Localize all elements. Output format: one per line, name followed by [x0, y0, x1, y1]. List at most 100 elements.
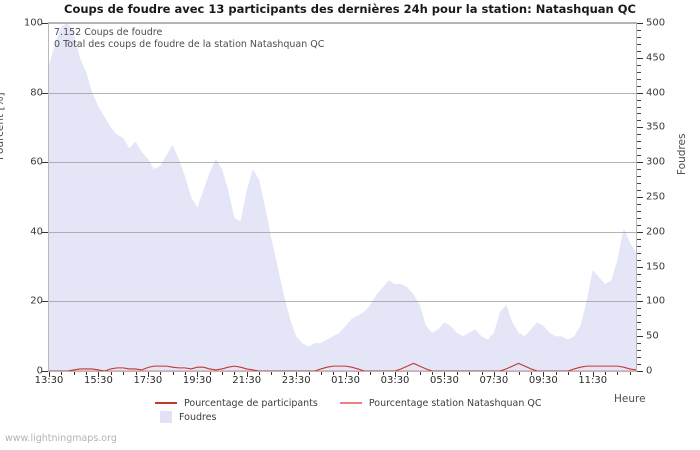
y-right-tick-mark-0: [637, 371, 643, 372]
x-tick-19:30: 19:30: [182, 375, 212, 386]
x-minor-tick: [605, 372, 607, 375]
x-tick-01:30: 01:30: [331, 375, 360, 386]
y-right-tick-400: 400: [646, 87, 666, 99]
y-right-tick-mark-300: [637, 162, 643, 164]
y-right-tick-450: 450: [646, 52, 666, 64]
gridline-40: [49, 231, 636, 233]
y-right-minor-tick: [637, 238, 641, 240]
y-left-tick-80: 80: [30, 87, 43, 99]
y-left-tick-100: 100: [23, 17, 43, 29]
area-series-foudres: [49, 23, 636, 371]
line-series-participants: [49, 362, 636, 371]
x-tick-11:30: 11:30: [578, 375, 608, 386]
x-minor-tick: [518, 372, 520, 375]
gridline-20: [49, 301, 636, 303]
y-right-minor-tick: [637, 71, 641, 73]
y-axis-left-label: Pourcent [%]: [0, 92, 6, 160]
y-right-minor-tick: [637, 148, 641, 150]
x-minor-tick: [271, 372, 273, 375]
legend-label-station: Pourcentage station Natashquan QC: [368, 397, 542, 409]
x-tick-mark: [49, 372, 50, 377]
x-tick-mark: [543, 372, 545, 377]
y-right-minor-tick: [637, 259, 641, 261]
y-right-minor-tick: [637, 134, 641, 136]
y-right-minor-tick: [637, 36, 641, 38]
y-left-tick-40: 40: [30, 226, 43, 238]
x-tick-mark: [493, 372, 495, 377]
x-minor-tick: [506, 372, 508, 375]
legend-item-participants: Pourcentage de participants: [155, 398, 318, 409]
y-right-minor-tick: [637, 224, 641, 226]
y-right-minor-tick: [637, 364, 641, 366]
legend-item-foudres: Foudres: [155, 411, 216, 423]
legend: Pourcentage de participants Pourcentage …: [155, 396, 585, 424]
x-minor-tick: [629, 372, 631, 375]
y-right-minor-tick: [637, 155, 641, 157]
y-right-minor-tick: [637, 99, 641, 101]
y-right-tick-200: 200: [646, 226, 666, 238]
y-right-tick-mark-400: [637, 92, 643, 94]
x-tick-mark: [147, 372, 149, 377]
x-tick-15:30: 15:30: [84, 375, 113, 386]
y-right-minor-tick: [637, 322, 641, 324]
x-tick-mark: [345, 372, 347, 377]
legend-swatch-station: [339, 402, 362, 404]
x-tick-09:30: 09:30: [528, 375, 558, 386]
y-right-minor-tick: [637, 287, 641, 289]
plot-area: 7.152 Coups de foudre 0 Total des coups …: [48, 22, 637, 372]
y-right-minor-tick: [637, 113, 641, 115]
x-minor-tick: [308, 372, 310, 375]
x-tick-03:30: 03:30: [380, 375, 410, 386]
x-tick-23:30: 23:30: [281, 375, 311, 386]
y-left-tick-mark-60: [42, 162, 48, 164]
y-right-tick-100: 100: [646, 295, 666, 307]
y-left-tick-mark-40: [42, 231, 48, 233]
gridline-80: [49, 92, 636, 94]
y-right-minor-tick: [637, 78, 641, 80]
x-minor-tick: [135, 372, 137, 375]
x-minor-tick: [222, 372, 223, 375]
y-left-tick-mark-80: [42, 92, 48, 94]
y-right-minor-tick: [637, 245, 641, 247]
x-minor-tick: [370, 372, 372, 375]
y-right-tick-mark-100: [637, 301, 643, 303]
y-right-minor-tick: [637, 203, 641, 205]
x-minor-tick: [530, 372, 532, 375]
x-minor-tick: [456, 372, 458, 375]
x-minor-tick: [580, 372, 582, 375]
x-tick-mark: [296, 372, 298, 377]
annotation-total-strokes: 7.152 Coups de foudre: [54, 27, 163, 38]
annotation-station-strokes: 0 Total des coups de foudre de la statio…: [54, 39, 325, 50]
y-right-minor-tick: [637, 210, 641, 212]
legend-swatch-participants: [155, 402, 177, 404]
y-right-minor-tick: [637, 308, 641, 310]
x-minor-tick: [407, 372, 409, 375]
y-right-minor-tick: [637, 106, 641, 108]
y-right-minor-tick: [637, 343, 641, 345]
page-title: Coups de foudre avec 13 participants des…: [64, 2, 636, 16]
y-right-minor-tick: [637, 190, 641, 192]
x-axis-label: Heure: [614, 393, 646, 405]
x-tick-17:30: 17:30: [133, 375, 163, 386]
x-minor-tick: [209, 372, 211, 375]
y-right-minor-tick: [637, 252, 641, 254]
x-minor-tick: [382, 372, 384, 375]
x-minor-tick: [110, 372, 112, 375]
legend-label-participants: Pourcentage de participants: [184, 397, 318, 409]
legend-row-1: Pourcentage de participants Pourcentage …: [155, 396, 585, 410]
x-tick-mark: [197, 372, 199, 377]
y-axis-right-label: Foudres: [676, 133, 688, 175]
y-right-minor-tick: [637, 64, 641, 66]
x-tick-21:30: 21:30: [232, 375, 262, 386]
x-minor-tick: [481, 372, 483, 375]
x-minor-tick: [617, 372, 619, 375]
legend-label-foudres: Foudres: [179, 411, 217, 423]
y-left-tick-0: 0: [36, 365, 43, 377]
y-right-minor-tick: [637, 120, 641, 122]
y-right-tick-300: 300: [646, 156, 666, 168]
x-minor-tick: [160, 372, 162, 375]
x-minor-tick: [259, 372, 261, 375]
y-right-minor-tick: [637, 183, 641, 185]
y-right-minor-tick: [637, 329, 641, 331]
y-right-tick-50: 50: [646, 330, 659, 342]
